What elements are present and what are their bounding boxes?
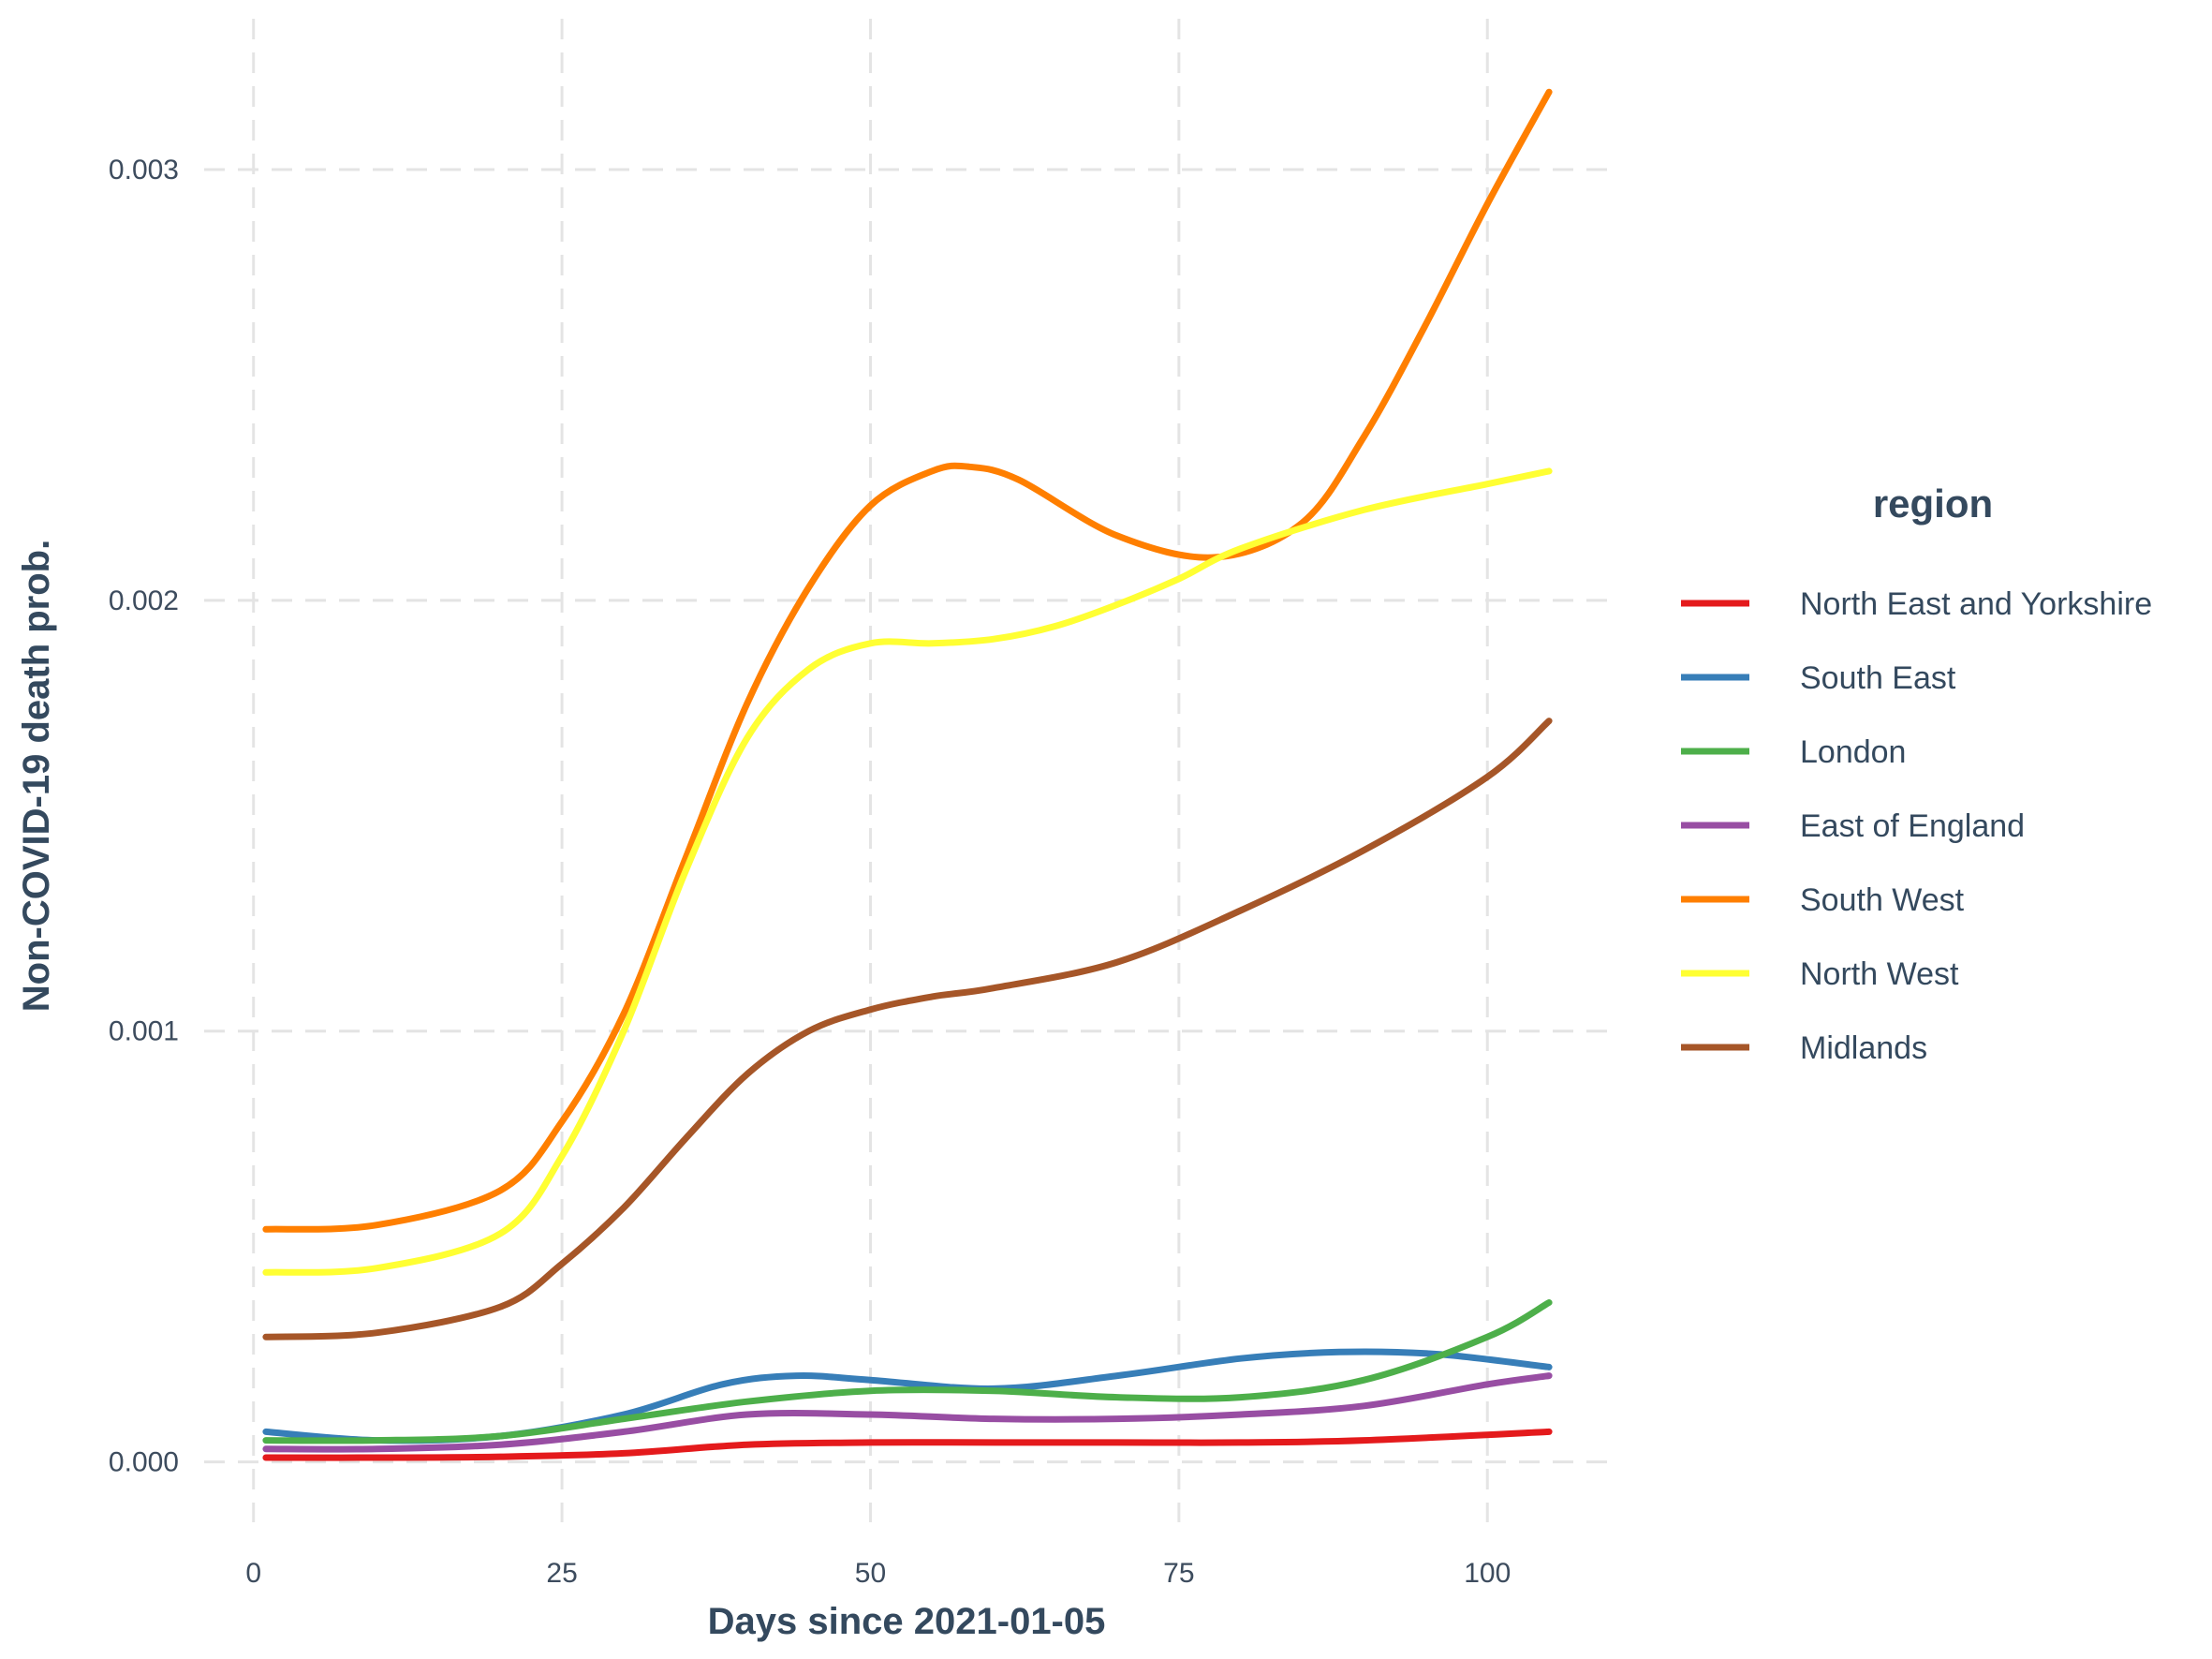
x-axis-title: Days since 2021-01-05 — [708, 1601, 1106, 1642]
legend-label: South East — [1800, 660, 1956, 696]
legend-label: East of England — [1800, 808, 2025, 844]
legend-item-north-west: North West — [1681, 956, 1959, 992]
x-tick-label: 0 — [245, 1558, 261, 1589]
grid — [204, 19, 1611, 1522]
x-tick-label: 75 — [1163, 1558, 1194, 1589]
series-line-north-west — [262, 467, 1553, 1276]
y-tick-label: 0.003 — [109, 155, 179, 185]
legend-label: North East and Yorkshire — [1800, 586, 2152, 622]
series-line-south-east — [262, 1348, 1553, 1444]
legend-items: North East and Yorkshire South East London… — [1681, 586, 2152, 1066]
series-line-north-east-and-yorkshire — [262, 1428, 1553, 1461]
y-axis-title: Non-COVID-19 death prob. — [16, 540, 57, 1012]
y-axis-tick-labels: 0.000 0.001 0.002 0.003 — [109, 155, 179, 1478]
x-axis-tick-labels: 0 25 50 75 100 — [245, 1558, 1511, 1589]
legend-label: London — [1800, 734, 1906, 770]
series-line-east-of-england — [262, 1372, 1553, 1453]
legend-label: North West — [1800, 956, 1959, 992]
series-line-south-west — [262, 88, 1553, 1233]
y-tick-label: 0.002 — [109, 585, 179, 616]
y-tick-label: 0.000 — [109, 1447, 179, 1478]
series-line-midlands — [262, 718, 1553, 1341]
legend-title: region — [1873, 481, 1993, 526]
x-tick-label: 100 — [1464, 1558, 1511, 1589]
legend-item-south-west: South West — [1681, 882, 1965, 918]
legend-item-midlands: Midlands — [1681, 1030, 1927, 1066]
legend-item-london: London — [1681, 734, 1906, 770]
y-tick-label: 0.001 — [109, 1016, 179, 1047]
legend-label: South West — [1800, 882, 1965, 918]
legend-item-south-east: South East — [1681, 660, 1956, 696]
legend-item-east-of-england: East of England — [1681, 808, 2025, 844]
series-line-london — [262, 1299, 1553, 1444]
legend-label: Midlands — [1800, 1030, 1927, 1066]
legend: region North East and Yorkshire South Eas… — [1681, 481, 2152, 1066]
x-tick-label: 50 — [855, 1558, 886, 1589]
x-tick-label: 25 — [546, 1558, 577, 1589]
legend-item-north-east-and-yorkshire: North East and Yorkshire — [1681, 586, 2152, 622]
series-layer — [262, 88, 1553, 1461]
